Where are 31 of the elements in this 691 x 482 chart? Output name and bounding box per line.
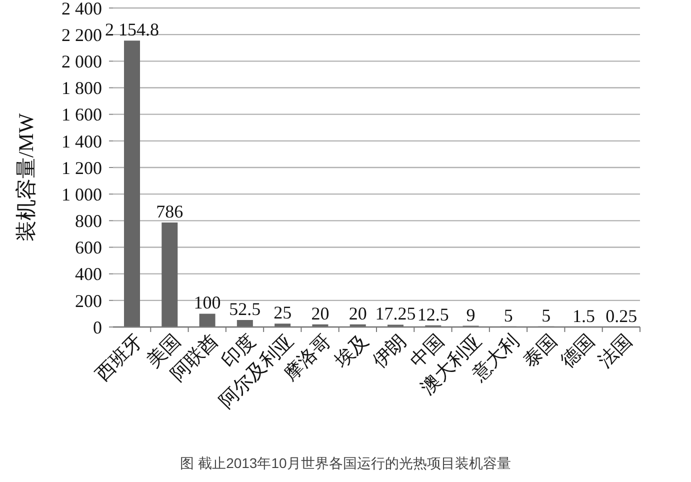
x-tick-label: 泰国	[520, 330, 562, 372]
y-tick-label: 1 200	[62, 158, 102, 178]
data-label: 25	[274, 302, 292, 323]
data-label: 100	[194, 292, 221, 313]
y-tick-label: 1 800	[62, 78, 102, 98]
data-label: 1.5	[572, 306, 595, 326]
y-tick-label: 800	[75, 211, 102, 232]
data-label: 5	[504, 305, 513, 326]
y-tick-label: 200	[75, 290, 102, 311]
data-label: 52.5	[229, 299, 261, 320]
data-label: 5	[542, 305, 551, 326]
data-label: 12.5	[417, 304, 449, 324]
x-tick-label: 法国	[595, 330, 637, 372]
y-tick-label: 2 200	[62, 24, 102, 45]
text: 图 截止2013年10月世界各国运行的光热项目装机容量	[179, 455, 512, 473]
y-tick-label: 1 000	[62, 184, 102, 204]
y-tick-label: 400	[75, 264, 102, 284]
data-label: 0.25	[606, 306, 638, 326]
data-label: 20	[311, 303, 330, 324]
y-tick-label: 2 400	[62, 0, 102, 18]
data-label: 2 154.8	[105, 20, 159, 40]
data-label: 9	[466, 304, 476, 325]
data-label: 786	[156, 202, 184, 222]
y-axis-title: 装机容量/MW	[14, 113, 38, 242]
data-label: 20	[348, 303, 367, 324]
y-tick-label: 1 600	[62, 104, 102, 125]
y-tick-label: 0	[93, 317, 102, 338]
y-tick-label: 2 000	[62, 52, 102, 72]
y-tick-label: 600	[75, 238, 102, 258]
data-label: 17.25	[375, 304, 416, 324]
y-tick-label: 1 400	[62, 131, 102, 152]
